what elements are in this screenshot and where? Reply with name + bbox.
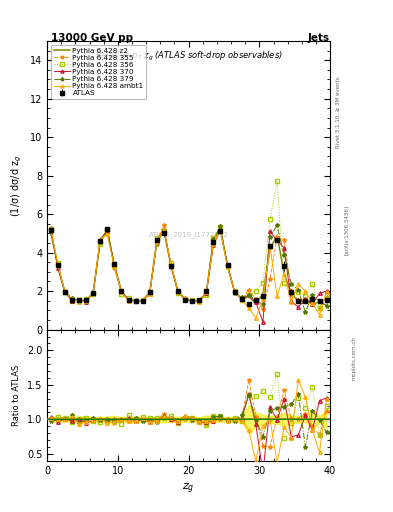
Pythia 6.428 z2 bbox=[204, 290, 209, 296]
Pythia 6.428 z2 bbox=[112, 263, 117, 269]
Pythia 6.428 z2 bbox=[211, 238, 216, 244]
Pythia 6.428 z2 bbox=[239, 296, 244, 303]
Pythia 6.428 z2 bbox=[70, 296, 74, 303]
Line: Pythia 6.428 z2: Pythia 6.428 z2 bbox=[51, 230, 327, 305]
Pythia 6.428 z2 bbox=[232, 289, 237, 295]
Pythia 6.428 z2 bbox=[126, 296, 131, 303]
Pythia 6.428 z2 bbox=[98, 238, 103, 244]
Pythia 6.428 z2 bbox=[190, 298, 195, 304]
Pythia 6.428 z2 bbox=[246, 293, 251, 300]
Pythia 6.428 z2 bbox=[84, 297, 88, 304]
Legend: Pythia 6.428 z2, Pythia 6.428 355, Pythia 6.428 356, Pythia 6.428 370, Pythia 6.: Pythia 6.428 z2, Pythia 6.428 355, Pythi… bbox=[51, 45, 147, 99]
Pythia 6.428 z2 bbox=[296, 298, 301, 305]
Pythia 6.428 z2 bbox=[261, 291, 265, 297]
Pythia 6.428 z2 bbox=[176, 289, 180, 295]
Pythia 6.428 z2 bbox=[218, 227, 223, 233]
Text: ATLAS_2019_I1772062: ATLAS_2019_I1772062 bbox=[149, 231, 228, 238]
Pythia 6.428 z2 bbox=[282, 270, 286, 276]
Y-axis label: (1/σ) dσ/d z$_g$: (1/σ) dσ/d z$_g$ bbox=[10, 154, 24, 217]
Pythia 6.428 z2 bbox=[77, 297, 81, 304]
Pythia 6.428 z2 bbox=[105, 228, 110, 234]
Pythia 6.428 z2 bbox=[147, 289, 152, 295]
Pythia 6.428 z2 bbox=[310, 301, 315, 307]
Text: [arXiv:1306.3436]: [arXiv:1306.3436] bbox=[344, 205, 349, 255]
Pythia 6.428 z2 bbox=[225, 263, 230, 269]
Pythia 6.428 z2 bbox=[162, 228, 166, 234]
Text: 13000 GeV pp: 13000 GeV pp bbox=[51, 33, 133, 44]
Pythia 6.428 z2 bbox=[62, 289, 67, 295]
Pythia 6.428 z2 bbox=[324, 302, 329, 308]
Pythia 6.428 z2 bbox=[119, 289, 124, 295]
Pythia 6.428 z2 bbox=[317, 299, 322, 305]
Pythia 6.428 z2 bbox=[169, 262, 173, 268]
X-axis label: $z_g$: $z_g$ bbox=[182, 481, 195, 496]
Text: Jets: Jets bbox=[308, 33, 330, 44]
Pythia 6.428 z2 bbox=[275, 232, 279, 239]
Pythia 6.428 z2 bbox=[253, 301, 258, 307]
Y-axis label: Ratio to ATLAS: Ratio to ATLAS bbox=[12, 365, 21, 426]
Pythia 6.428 z2 bbox=[55, 263, 60, 269]
Pythia 6.428 z2 bbox=[133, 298, 138, 304]
Pythia 6.428 z2 bbox=[303, 297, 308, 304]
Pythia 6.428 z2 bbox=[289, 290, 294, 296]
Pythia 6.428 z2 bbox=[48, 228, 53, 234]
Text: mcplots.cern.ch: mcplots.cern.ch bbox=[352, 336, 357, 380]
Pythia 6.428 z2 bbox=[154, 238, 159, 244]
Pythia 6.428 z2 bbox=[140, 297, 145, 304]
Pythia 6.428 z2 bbox=[183, 296, 187, 303]
Text: Relative $p_T$ $z_g$ (ATLAS soft-drop observables): Relative $p_T$ $z_g$ (ATLAS soft-drop ob… bbox=[95, 50, 283, 62]
Pythia 6.428 z2 bbox=[268, 246, 272, 252]
Text: Rivet 3.1.10, ≥ 3M events: Rivet 3.1.10, ≥ 3M events bbox=[336, 77, 341, 148]
Pythia 6.428 z2 bbox=[91, 290, 95, 296]
Pythia 6.428 z2 bbox=[197, 297, 202, 304]
